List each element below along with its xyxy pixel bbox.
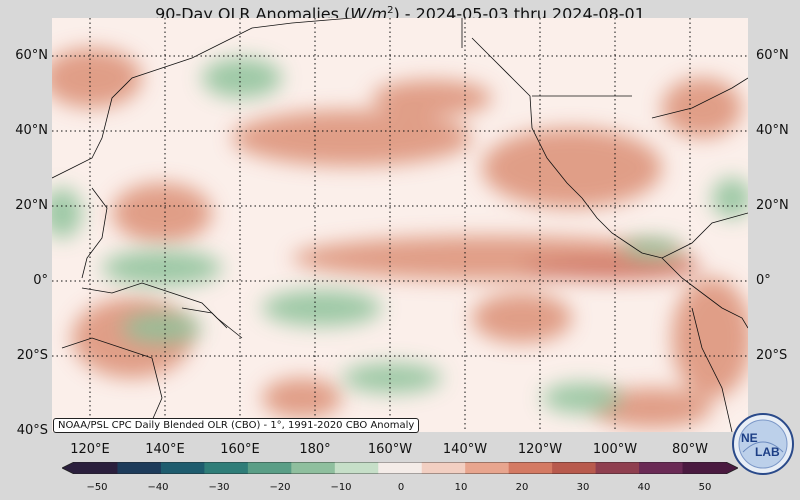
colorbar-low-extend [62, 462, 74, 474]
colorbar [62, 462, 738, 474]
lat-label-left: 40°S [16, 423, 48, 438]
colorbar-tick-label: −20 [269, 482, 291, 493]
colorbar-segment [334, 462, 379, 474]
colorbar-tick-label: −10 [330, 482, 352, 493]
data-source-note: NOAA/PSL CPC Daily Blended OLR (CBO) - 1… [53, 418, 420, 433]
colorbar-segment [639, 462, 684, 474]
lat-label-left: 20°S [16, 348, 48, 363]
lat-label-left: 20°N [15, 198, 48, 213]
lon-label: 120°E [70, 442, 110, 457]
negative-anomaly-shading [52, 58, 748, 413]
colorbar-segment [421, 462, 466, 474]
colorbar-tick-label: −40 [147, 482, 169, 493]
lon-label: 120°W [517, 442, 563, 457]
lat-label-right: 40°N [756, 123, 789, 138]
lon-label: 140°W [442, 442, 488, 457]
positive-anomaly-shading [52, 48, 748, 428]
colorbar-segment [508, 462, 553, 474]
colorbar-segment [74, 462, 118, 474]
colorbar-segment [595, 462, 640, 474]
lat-label-left: 60°N [15, 48, 48, 63]
lon-label: 80°W [672, 442, 708, 457]
lat-label-right: 60°N [756, 48, 789, 63]
lat-label-left: 0° [33, 273, 48, 288]
colorbar-segment [247, 462, 292, 474]
colorbar-segment [204, 462, 249, 474]
neslab-logo: NE LAB [732, 413, 794, 475]
lat-label-right: 20°S [756, 348, 788, 363]
lat-label-right: 0° [756, 273, 771, 288]
colorbar-segment [465, 462, 510, 474]
coastlines [52, 18, 748, 432]
colorbar-segment [378, 462, 423, 474]
colorbar-tick-label: 30 [576, 482, 590, 493]
colorbar-tick-label: 40 [637, 482, 651, 493]
lat-label-left: 40°N [15, 123, 48, 138]
lon-label: 140°E [145, 442, 185, 457]
lon-label: 160°E [220, 442, 260, 457]
colorbar-tick-label: −50 [86, 482, 108, 493]
colorbar-segment [117, 462, 162, 474]
colorbar-tick-label: −30 [208, 482, 230, 493]
lat-label-right: 20°N [756, 198, 789, 213]
colorbar-tick-label: 20 [515, 482, 529, 493]
colorbar-segment [682, 462, 727, 474]
svg-text:NE: NE [741, 431, 758, 445]
lon-label: 100°W [592, 442, 638, 457]
olr-anomaly-map [52, 18, 748, 432]
lon-label: 160°W [367, 442, 413, 457]
gridlines [52, 18, 748, 432]
svg-text:LAB: LAB [755, 445, 780, 459]
colorbar-tick-label: 50 [698, 482, 712, 493]
colorbar-segment [160, 462, 205, 474]
colorbar-tick-label: 10 [454, 482, 468, 493]
lon-label: 180° [299, 442, 331, 457]
colorbar-segment [291, 462, 336, 474]
colorbar-segment [552, 462, 597, 474]
colorbar-high-extend [726, 462, 738, 474]
colorbar-tick-label: 0 [397, 482, 405, 493]
